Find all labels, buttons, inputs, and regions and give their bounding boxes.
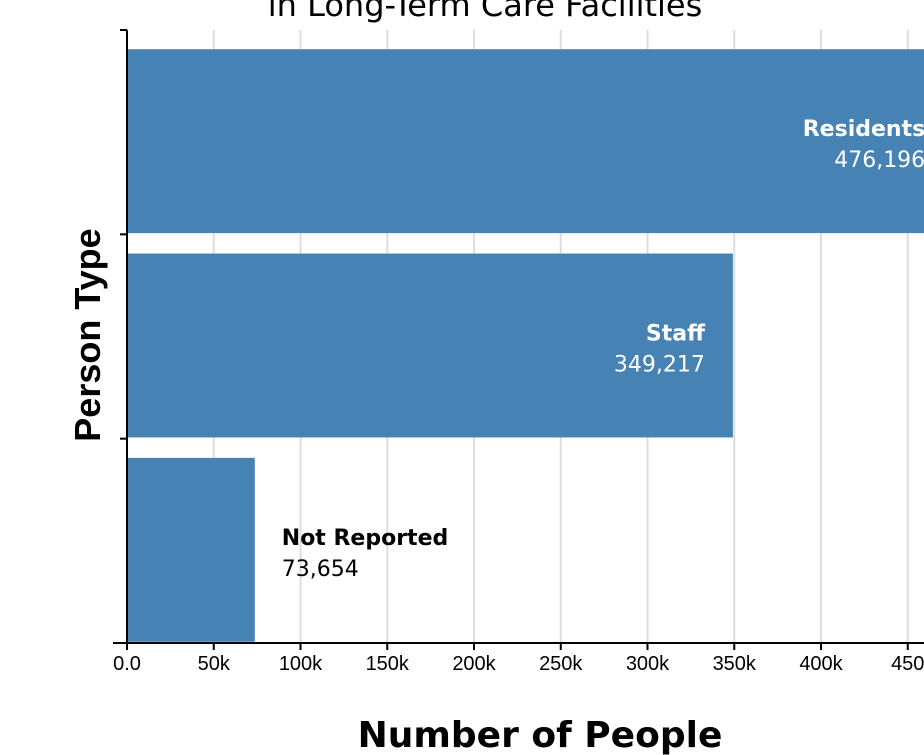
bar-category-label: Residents	[803, 117, 924, 142]
bar-value-label: 73,654	[282, 557, 359, 582]
x-tick-label: 250k	[539, 653, 583, 675]
x-tick-label: 50k	[198, 653, 231, 675]
y-axis-title: Person Type	[67, 228, 108, 441]
bar	[127, 253, 733, 438]
x-tick-label: 450	[891, 653, 924, 675]
bar-value-label: 476,196	[834, 148, 924, 173]
x-tick-label: 0.0	[113, 653, 141, 675]
axes	[113, 29, 924, 644]
x-axis-title: Number of People	[358, 715, 723, 755]
x-tick-label: 150k	[366, 653, 410, 675]
bar	[127, 457, 255, 642]
x-tick-label: 400k	[799, 653, 843, 675]
bars	[127, 49, 924, 642]
x-tick-label: 200k	[452, 653, 496, 675]
x-ticks: 0.0 50k 100k 150k 200k 250k 300k 350k 400k 450	[113, 643, 924, 675]
x-tick-label: 300k	[626, 653, 670, 675]
bar-labels: Residents 476,196 Staff 349,217 Not Reported…	[282, 117, 924, 582]
x-tick-label: 100k	[279, 653, 323, 675]
bar	[127, 49, 924, 234]
bar-category-label: Not Reported	[282, 526, 448, 551]
x-tick-label: 350k	[713, 653, 757, 675]
bar-value-label: 349,217	[614, 353, 705, 378]
chart-title: in Long-Term Care Facilities	[268, 0, 703, 24]
bar-category-label: Staff	[646, 322, 706, 347]
